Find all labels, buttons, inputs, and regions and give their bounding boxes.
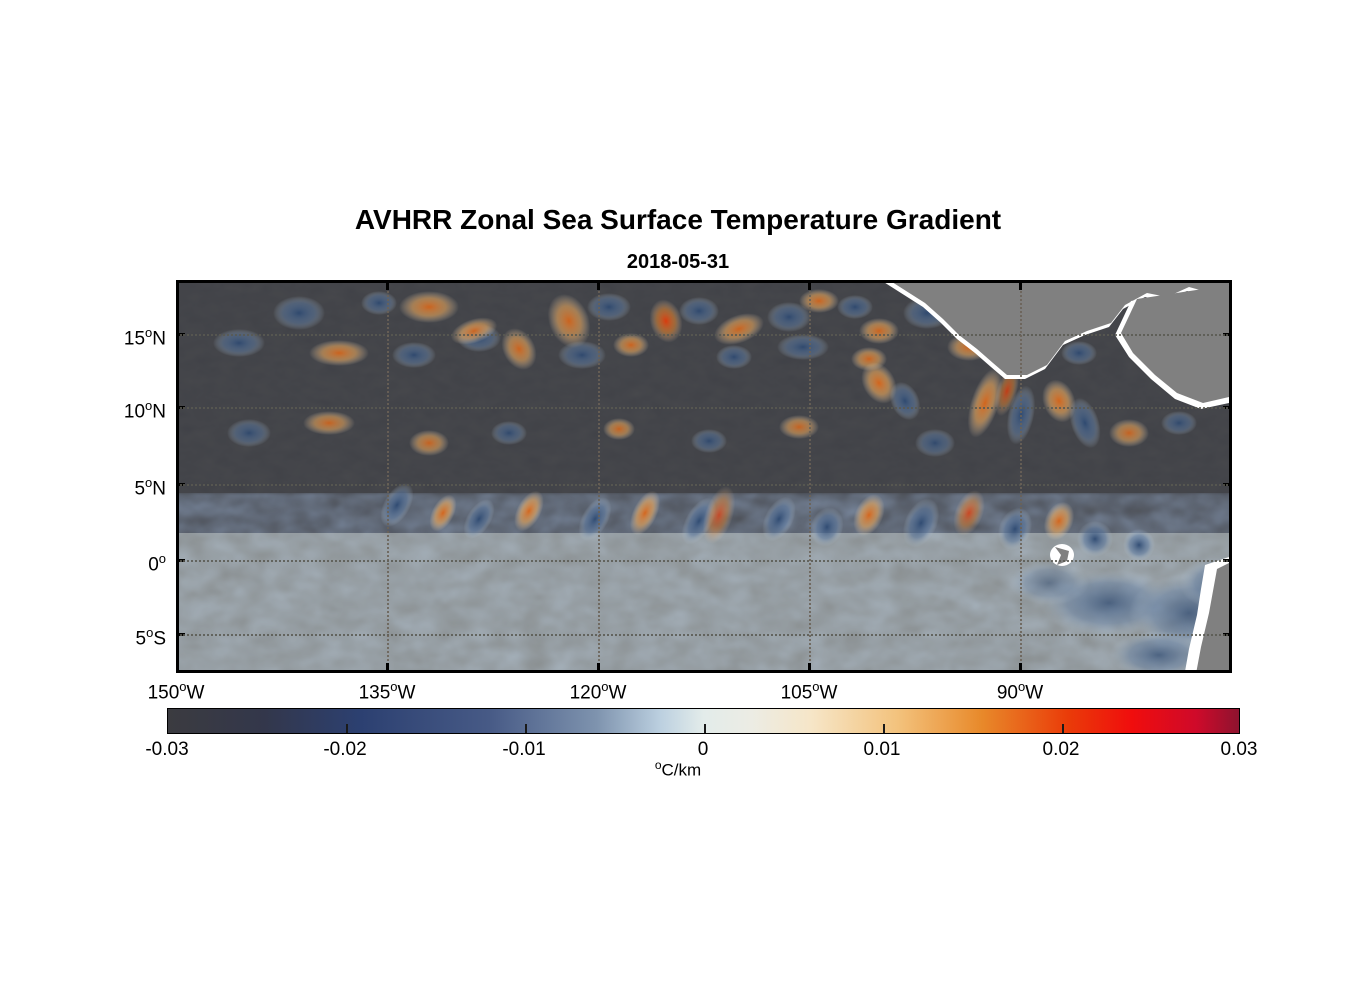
central-america-landmass xyxy=(893,283,1229,375)
figure-subtitle: 2018-05-31 xyxy=(626,251,730,273)
x-tick-label-105w: 105oW xyxy=(780,679,838,704)
colorbar-label-max: 0.03 xyxy=(1220,739,1258,760)
x-tick-mark xyxy=(1019,663,1022,672)
y-tick-label-5s: 5oS xyxy=(135,625,167,650)
sst-gradient-heatmap xyxy=(179,283,1229,670)
x-tick-mark xyxy=(597,663,600,672)
gridline-5n xyxy=(180,484,1228,486)
x-tick-label-135w: 135oW xyxy=(358,679,416,704)
colorbar-label-zero: 0 xyxy=(697,739,709,760)
y-tick-label-15n: 15oN xyxy=(123,325,166,350)
x-tick-mark xyxy=(386,281,389,290)
x-tick-label-90w: 90oW xyxy=(996,679,1044,704)
x-tick-mark xyxy=(808,281,811,290)
gridline-15n xyxy=(180,334,1228,336)
colorbar-label-p001: 0.01 xyxy=(863,739,901,760)
gridline-90w xyxy=(1020,284,1022,669)
y-tick-label-0: 0o xyxy=(148,551,166,576)
x-tick-mark xyxy=(1019,281,1022,290)
midlatitude-eddy-blobs xyxy=(227,411,1197,457)
colorbar-label-min: -0.03 xyxy=(145,739,189,760)
x-tick-label-120w: 120oW xyxy=(569,679,627,704)
south-america-landmass xyxy=(1196,563,1229,670)
x-tick-mark xyxy=(597,281,600,290)
colorbar-tick xyxy=(525,724,527,733)
gridline-120w xyxy=(598,284,600,669)
colorbar-unit-label: oC/km xyxy=(654,758,702,780)
gridline-135w xyxy=(387,284,389,669)
colorbar-tick xyxy=(346,724,348,733)
x-tick-mark xyxy=(386,663,389,672)
y-tick-label-5n: 5oN xyxy=(134,475,166,500)
gridline-10n xyxy=(180,407,1228,409)
map-plot-area[interactable] xyxy=(176,280,1232,673)
gridline-105w xyxy=(809,284,811,669)
colorbar-label-n002: -0.02 xyxy=(323,739,367,760)
gridline-0 xyxy=(180,560,1228,562)
colorbar-tick xyxy=(1062,724,1064,733)
mexico-coast-landmass xyxy=(1121,285,1229,403)
colorbar[interactable] xyxy=(167,708,1240,734)
x-tick-mark xyxy=(808,663,811,672)
y-tick-label-10n: 10oN xyxy=(123,398,166,423)
tropical-instability-waves xyxy=(380,483,1155,561)
gridline-5s xyxy=(180,634,1228,636)
x-tick-label-150w: 150oW xyxy=(147,679,205,704)
colorbar-tick xyxy=(883,724,885,733)
colorbar-label-p002: 0.02 xyxy=(1042,739,1080,760)
colorbar-label-n001: -0.01 xyxy=(502,739,546,760)
page-title: AVHRR Zonal Sea Surface Temperature Grad… xyxy=(354,204,1002,235)
ocean-gradient-field xyxy=(179,283,1229,670)
colorbar-tick xyxy=(704,724,706,733)
